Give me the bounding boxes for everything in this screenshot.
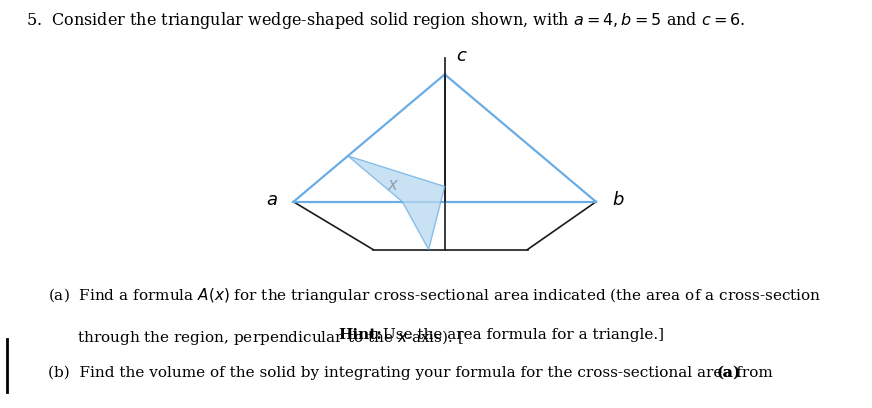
Text: 5.  Consider the triangular wedge-shaped solid region shown, with $a = 4, b = 5$: 5. Consider the triangular wedge-shaped … xyxy=(26,10,746,31)
Text: $c$: $c$ xyxy=(456,47,467,65)
Text: Hint:: Hint: xyxy=(338,328,382,342)
Text: through the region, perpendicular to the $x$-axis). [: through the region, perpendicular to the… xyxy=(48,328,464,348)
Text: $b$: $b$ xyxy=(612,191,624,209)
Text: $a$: $a$ xyxy=(266,191,277,209)
Text: (a): (a) xyxy=(717,365,741,379)
Text: $x$: $x$ xyxy=(386,177,399,194)
Text: Use the area formula for a triangle.]: Use the area formula for a triangle.] xyxy=(378,328,664,342)
Text: (b)  Find the volume of the solid by integrating your formula for the cross-sect: (b) Find the volume of the solid by inte… xyxy=(48,365,778,379)
Polygon shape xyxy=(348,156,445,250)
Text: (a)  Find a formula $A(x)$ for the triangular cross-sectional area indicated (th: (a) Find a formula $A(x)$ for the triang… xyxy=(48,286,821,305)
